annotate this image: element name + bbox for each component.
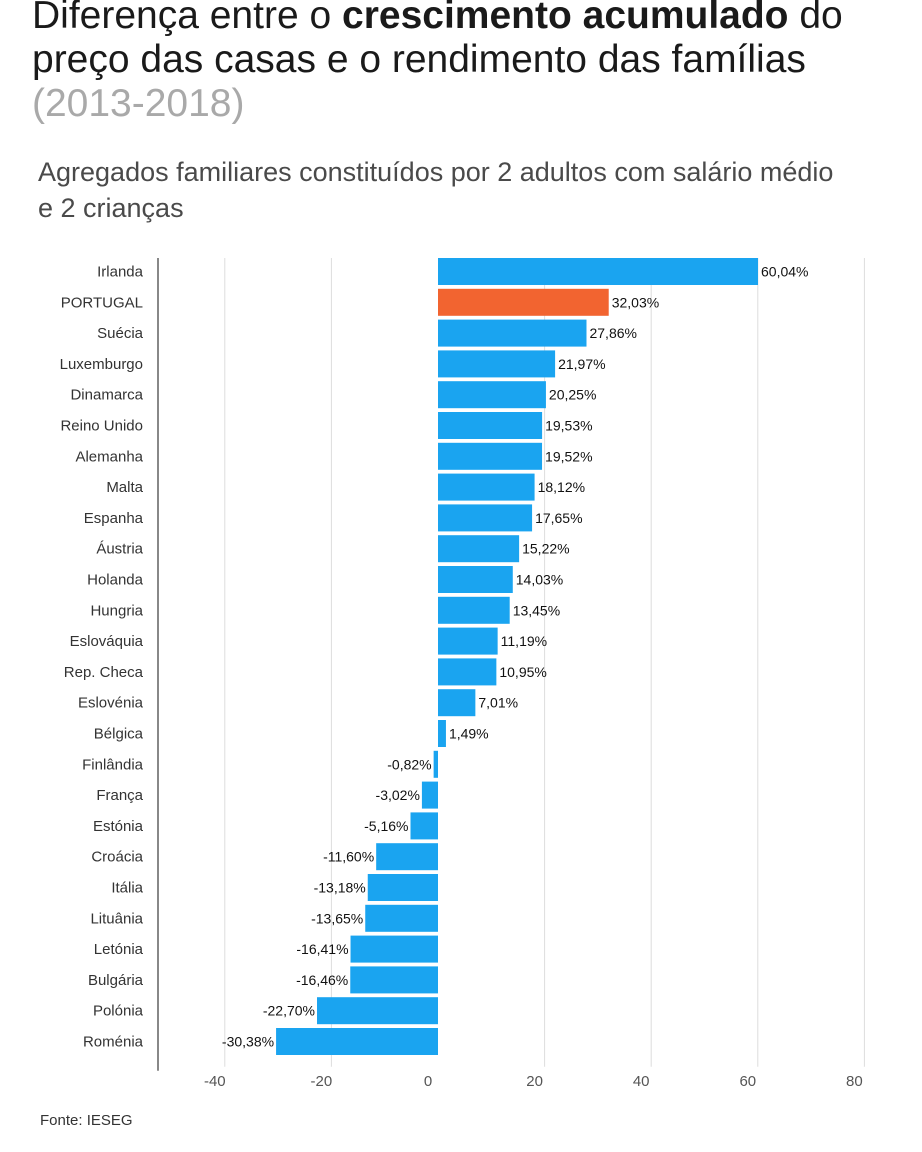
- value-label: 20,25%: [549, 387, 596, 403]
- bar: [410, 812, 438, 840]
- value-label: -16,46%: [296, 972, 348, 988]
- value-label: 32,03%: [612, 294, 659, 310]
- value-label: 1,49%: [449, 726, 489, 742]
- value-label: -13,65%: [311, 910, 363, 926]
- category-label: Luxemburgo: [60, 356, 143, 373]
- value-label: 19,53%: [545, 418, 592, 434]
- bar: [438, 381, 546, 409]
- x-tick-label: -20: [311, 1073, 333, 1090]
- category-label: França: [96, 787, 143, 804]
- value-label: 21,97%: [558, 356, 605, 372]
- category-label: PORTUGAL: [61, 294, 143, 311]
- bar: [367, 874, 438, 901]
- category-label: Lituânia: [90, 910, 143, 927]
- x-tick-label: -40: [204, 1073, 226, 1090]
- value-label: -13,18%: [314, 880, 366, 896]
- category-label: Bulgária: [88, 972, 144, 989]
- value-label: -11,60%: [323, 849, 374, 865]
- bar: [438, 319, 587, 347]
- category-label: Itália: [111, 880, 143, 897]
- x-tick-label: 20: [526, 1073, 543, 1090]
- x-tick-label: 60: [739, 1073, 756, 1090]
- bar: [438, 504, 533, 532]
- title-part1: Diferença entre o: [32, 0, 343, 37]
- bar: [317, 997, 438, 1025]
- bar: [438, 412, 543, 439]
- category-label: Dinamarca: [70, 387, 143, 404]
- x-tick-label: 80: [846, 1073, 863, 1090]
- bar: [438, 473, 535, 501]
- bar: [350, 935, 438, 963]
- bar: [438, 720, 446, 747]
- category-label: Roménia: [83, 1034, 144, 1051]
- value-label: 19,52%: [545, 448, 592, 464]
- category-label: Malta: [106, 479, 143, 496]
- bar: [438, 627, 498, 655]
- bar: [350, 966, 438, 994]
- category-label: Suécia: [97, 325, 144, 342]
- bar: [438, 258, 759, 285]
- value-label: -30,38%: [222, 1034, 274, 1050]
- category-label: Rep. Checa: [64, 664, 144, 681]
- source-note: Fonte: IESEG: [40, 1112, 133, 1129]
- chart-title: Diferença entre o crescimento acumulado …: [32, 0, 918, 126]
- category-label: Finlândia: [82, 756, 144, 773]
- value-label: 60,04%: [761, 264, 808, 280]
- bar: [438, 442, 543, 470]
- bar: [438, 350, 556, 378]
- category-label: Croácia: [91, 849, 143, 866]
- value-label: 14,03%: [516, 572, 563, 588]
- bar: [438, 689, 476, 717]
- category-label: Espanha: [84, 510, 144, 527]
- chart-subtitle: Agregados familiares constituídos por 2 …: [38, 157, 834, 223]
- category-label: Reino Unido: [60, 418, 143, 435]
- bar: [438, 535, 520, 563]
- bar: [421, 781, 438, 809]
- value-label: 7,01%: [478, 695, 518, 711]
- bar: [438, 288, 609, 316]
- bar: [438, 596, 510, 624]
- title-part2: do preço das casas e o rendimento das fa…: [32, 0, 843, 81]
- value-label: 18,12%: [538, 479, 585, 495]
- x-tick-label: 0: [424, 1073, 432, 1090]
- bar: [276, 1028, 438, 1055]
- value-label: 11,19%: [501, 633, 547, 649]
- category-label: Polónia: [93, 1003, 144, 1020]
- value-label: 13,45%: [513, 602, 560, 618]
- value-label: -0,82%: [387, 756, 431, 772]
- value-label: 27,86%: [589, 325, 636, 341]
- value-label: 10,95%: [499, 664, 546, 680]
- category-label: Letónia: [94, 941, 144, 958]
- bar: [438, 566, 513, 593]
- bar: [365, 904, 438, 932]
- value-label: -5,16%: [364, 818, 408, 834]
- category-label: Bélgica: [94, 726, 144, 743]
- category-label: Áustria: [96, 541, 143, 558]
- category-label: Eslovénia: [78, 695, 144, 712]
- value-label: 17,65%: [535, 510, 582, 526]
- category-label: Eslováquia: [70, 633, 144, 650]
- value-label: -22,70%: [263, 1003, 315, 1019]
- title-bold: crescimento acumulado: [342, 0, 789, 37]
- value-label: -16,41%: [296, 941, 348, 957]
- value-label: 15,22%: [522, 541, 569, 557]
- category-label: Holanda: [87, 572, 144, 589]
- title-years: (2013-2018): [32, 82, 245, 125]
- x-tick-label: 40: [633, 1073, 650, 1090]
- bar: [376, 843, 438, 871]
- bar: [438, 658, 497, 686]
- bar-chart: Irlanda 60,04% PORTUGAL 32,03% Suécia 27,86% L…: [60, 258, 865, 1090]
- value-label: -3,02%: [376, 787, 420, 803]
- category-label: Estónia: [93, 818, 144, 835]
- category-label: Alemanha: [75, 448, 143, 465]
- category-label: Hungria: [90, 602, 143, 619]
- bar: [433, 750, 438, 778]
- category-label: Irlanda: [97, 264, 144, 281]
